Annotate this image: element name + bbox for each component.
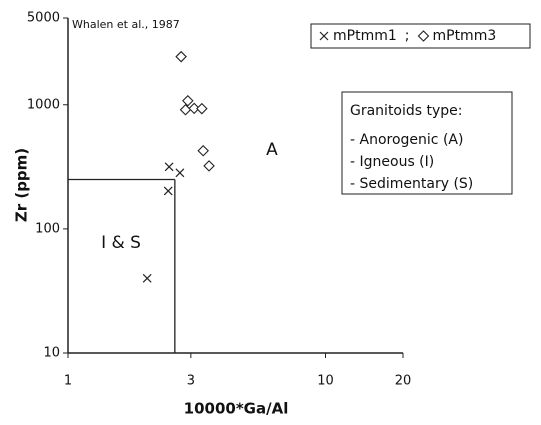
x-tick-label: 20 <box>395 374 412 389</box>
region-label: I & S <box>101 233 141 253</box>
point <box>175 168 185 178</box>
y-tick-label: 10 <box>43 346 60 361</box>
point <box>188 102 200 115</box>
region-label: A <box>266 140 278 160</box>
point <box>197 144 209 157</box>
point <box>179 104 192 116</box>
legend-label: mPtmm1 <box>333 28 397 44</box>
info-item: - Sedimentary (S) <box>350 176 473 192</box>
point <box>182 94 194 107</box>
x-axis-label: 10000*Ga/Al <box>184 400 289 418</box>
point <box>175 50 187 63</box>
y-axis-label: Zr (ppm) <box>13 148 31 222</box>
info-title: Granitoids type: <box>350 103 463 119</box>
y-tick-label: 1000 <box>27 97 60 112</box>
info-item: - Igneous (I) <box>350 154 434 170</box>
x-tick-label: 3 <box>187 374 195 389</box>
legend-marker <box>319 31 329 41</box>
legend-label: mPtmm3 <box>432 28 496 44</box>
info-item: - Anorogenic (A) <box>350 132 463 148</box>
point <box>196 102 208 115</box>
legend-marker <box>417 30 430 42</box>
y-tick-label: 100 <box>35 221 60 236</box>
x-tick-label: 1 <box>64 374 72 389</box>
point <box>164 162 174 172</box>
info-box <box>341 91 513 195</box>
point <box>203 160 215 172</box>
legend-separator: ; <box>405 28 410 44</box>
y-tick-label: 5000 <box>27 11 60 26</box>
point <box>163 186 173 196</box>
x-tick-label: 10 <box>317 374 334 389</box>
point <box>142 273 152 283</box>
source-note: Whalen et al., 1987 <box>72 18 180 31</box>
